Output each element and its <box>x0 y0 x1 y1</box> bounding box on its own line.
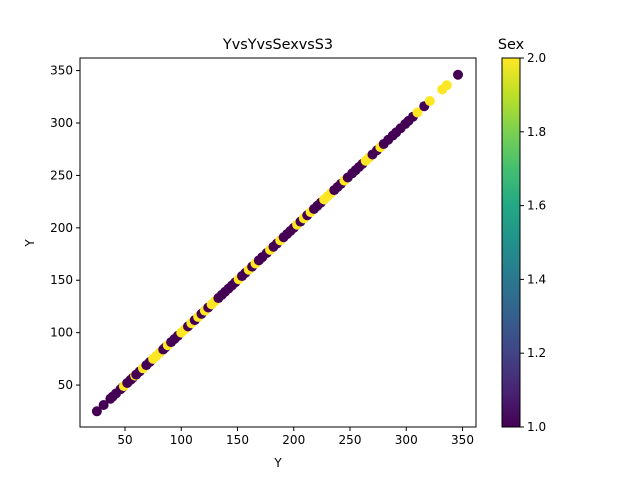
scatter-point <box>98 399 109 410</box>
scatter-point <box>453 69 463 80</box>
colorbar-tick-label: 1.8 <box>527 125 546 139</box>
colorbar-label: Sex <box>498 37 525 53</box>
scatter-point <box>424 95 435 106</box>
colorbar-tick-label: 1.0 <box>527 420 546 434</box>
y-tick-label: 200 <box>50 221 73 235</box>
x-tick-label: 200 <box>282 433 305 447</box>
x-axis: 50 100 150 200 250 300 350 <box>117 427 474 447</box>
y-tick-label: 50 <box>58 378 73 392</box>
x-tick-label: 50 <box>117 433 132 447</box>
y-tick-label: 150 <box>50 273 73 287</box>
y-tick-label: 300 <box>50 116 73 130</box>
colorbar-tick-label: 2.0 <box>527 51 546 65</box>
colorbar-tick-label: 1.2 <box>527 346 546 360</box>
x-tick-label: 300 <box>395 433 418 447</box>
scatter-point <box>91 406 102 417</box>
x-tick-label: 150 <box>226 433 249 447</box>
colorbar-tick-label: 1.4 <box>527 272 546 286</box>
points-layer <box>91 69 463 417</box>
x-axis-label: Y <box>273 456 282 470</box>
scatter-point <box>441 80 452 91</box>
y-axis-label: Y <box>23 239 37 248</box>
scatter-point <box>412 107 423 118</box>
colorbar-tick-label: 1.6 <box>527 199 546 213</box>
x-tick-label: 100 <box>170 433 193 447</box>
y-axis: 50 100 150 200 250 300 350 <box>50 64 80 392</box>
y-tick-label: 250 <box>50 168 73 182</box>
x-tick-label: 250 <box>339 433 362 447</box>
plot-frame <box>79 57 477 428</box>
y-tick-label: 100 <box>50 326 73 340</box>
colorbar-axis: 1.0 1.2 1.4 1.6 1.8 2.0 <box>520 51 546 434</box>
x-tick-label: 350 <box>451 433 474 447</box>
y-tick-label: 350 <box>50 64 73 78</box>
chart-title: YvsYvsSexvsS3 <box>222 37 333 53</box>
colorbar <box>501 57 521 428</box>
